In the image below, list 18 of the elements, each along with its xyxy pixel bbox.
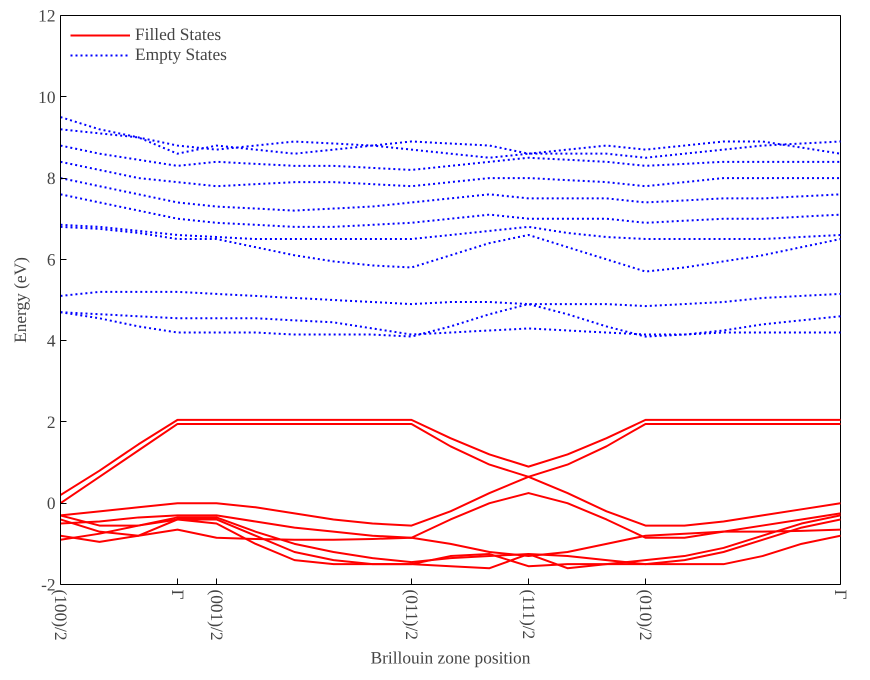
x-tick-label: (010)/2 bbox=[636, 590, 655, 641]
y-tick-label: 4 bbox=[46, 332, 56, 351]
x-tick-label: (011)/2 bbox=[402, 590, 421, 640]
y-tick-label: 6 bbox=[46, 250, 56, 270]
y-tick-label: 8 bbox=[46, 169, 56, 188]
x-tick-label: (100)/2 bbox=[51, 590, 70, 641]
y-tick-label: 0 bbox=[46, 494, 56, 514]
y-axis-title: Energy (eV) bbox=[11, 256, 30, 343]
x-tick-label: Γ bbox=[168, 590, 187, 600]
y-tick-label: 12 bbox=[38, 6, 56, 26]
y-tick-label: 10 bbox=[38, 88, 56, 107]
x-axis-title: Brillouin zone position bbox=[370, 648, 531, 668]
legend-label: Empty States bbox=[135, 45, 227, 65]
x-tick-label: Γ bbox=[831, 590, 850, 600]
x-tick-label: (111)/2 bbox=[519, 590, 538, 640]
y-tick-label: 2 bbox=[46, 412, 56, 432]
legend-label: Filled States bbox=[135, 25, 222, 45]
x-tick-label: (001)/2 bbox=[207, 590, 226, 641]
